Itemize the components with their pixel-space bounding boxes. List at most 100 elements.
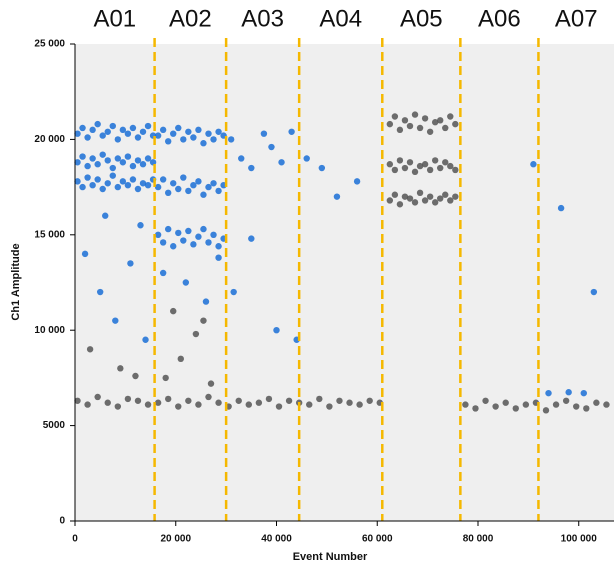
point [117,365,124,372]
point [170,307,177,315]
point [190,134,197,141]
point [195,401,202,408]
point [205,130,212,137]
point [114,155,122,162]
point [164,189,172,197]
point [406,159,414,166]
point [421,161,429,168]
point [530,161,537,168]
point [159,239,167,246]
point [235,397,242,404]
point [132,372,139,380]
point [512,405,519,412]
point [202,298,210,305]
point [447,197,454,204]
point [124,395,132,403]
x-tick-label: 20 000 [160,534,191,545]
point [99,151,106,158]
point [195,126,202,134]
point [175,185,182,193]
point [401,164,409,172]
point [411,199,419,206]
point [391,191,399,198]
point [129,124,137,132]
point [154,183,162,191]
point [139,128,147,135]
point [192,330,200,338]
point [580,389,587,397]
point [154,132,162,139]
point [159,126,167,134]
point [94,393,101,401]
point [114,136,122,143]
point [603,401,610,408]
point [288,128,295,135]
point [215,128,222,135]
point [346,399,353,406]
point [411,168,419,176]
point [356,401,363,408]
point [134,185,142,193]
point [552,401,560,408]
point [207,380,215,387]
point [164,225,172,233]
y-tick-label: 15 000 [34,229,65,240]
point [89,181,96,189]
point [142,336,149,343]
point [149,159,157,166]
well-label: A05 [400,5,443,32]
point [442,159,449,166]
point [175,124,182,132]
point [336,397,343,404]
point [200,191,207,198]
point [164,395,172,403]
point [416,124,424,132]
point [144,155,152,162]
point [99,185,106,193]
point [119,159,127,166]
point [84,401,91,408]
point [396,126,404,134]
point [366,397,373,404]
y-axis-title: Ch1 Amplitude [10,243,22,320]
point [265,395,273,403]
point [154,231,162,238]
point [275,403,283,410]
point [170,130,177,137]
point [86,346,94,353]
point [84,134,91,141]
point [99,132,106,139]
point [74,178,81,185]
point [431,199,439,206]
point [180,237,187,244]
point [134,157,142,164]
point [170,180,177,187]
point [190,241,197,248]
point [79,124,86,132]
point [285,397,293,404]
point [437,117,444,124]
y-tick-label: 10 000 [34,325,65,336]
point [112,317,119,324]
point [177,355,184,363]
point [109,164,116,172]
point [205,183,212,191]
point [522,401,530,408]
point [442,124,449,132]
point [134,397,142,404]
point [545,389,552,397]
point [195,178,202,185]
point [124,181,132,189]
point [205,239,212,246]
point [542,407,550,414]
point [180,174,187,181]
well-label: A07 [555,5,598,32]
point [437,195,444,202]
point [326,403,333,410]
point [562,397,570,404]
point [248,235,255,242]
point [316,395,323,403]
point [89,155,96,162]
point [215,243,222,250]
point [431,119,439,126]
